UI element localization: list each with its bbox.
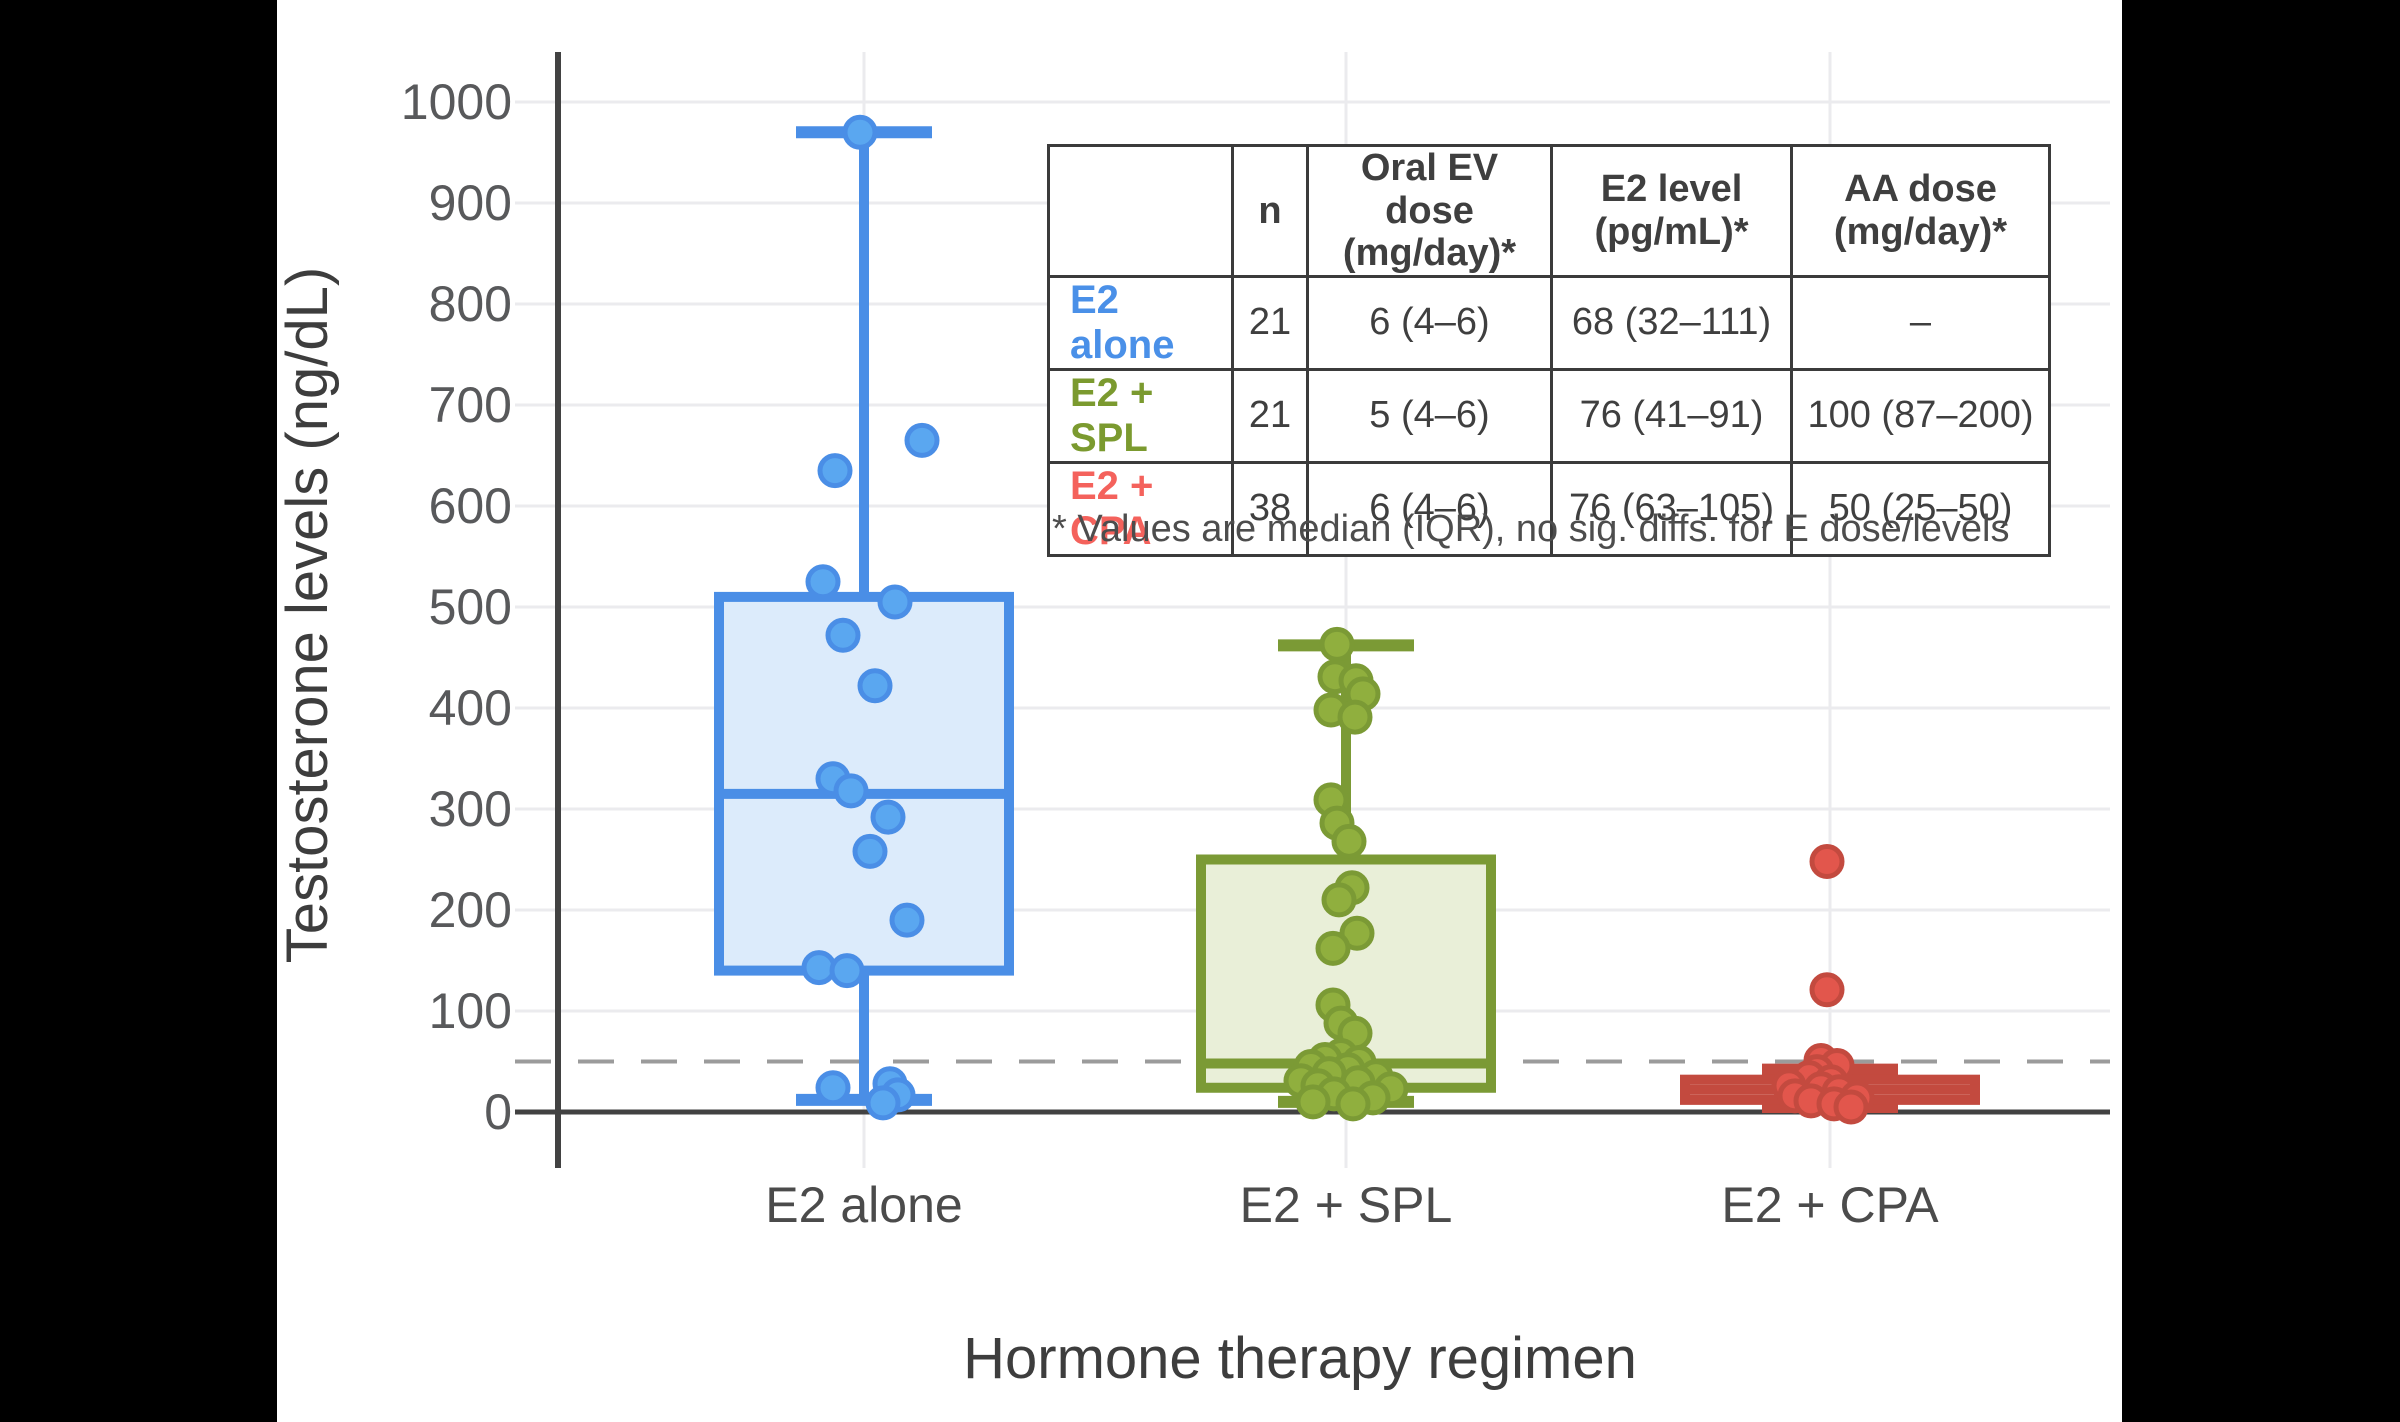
- jitter-point: [817, 453, 853, 489]
- x-category-label: E2 + CPA: [1721, 1177, 1939, 1233]
- jitter-point: [877, 584, 913, 620]
- x-axis-title: Hormone therapy regimen: [963, 1326, 1637, 1391]
- jitter-point: [833, 773, 869, 809]
- table-row: E2 + SPL 21 5 (4–6) 76 (41–91) 100 (87–2…: [1047, 367, 2051, 464]
- cell-ev-dose: 5 (4–6): [1306, 367, 1553, 464]
- cell-n: 21: [1231, 367, 1309, 464]
- cell-aa-dose: 50 (25–50): [1790, 460, 2051, 557]
- boxplot-layer: [714, 114, 1980, 1125]
- jitter-point: [1339, 915, 1375, 951]
- cell-ev-dose: 6 (4–6): [1306, 274, 1553, 371]
- table-row: E2 + CPA 38 6 (4–6) 76 (63–105) 50 (25–5…: [1047, 460, 2051, 557]
- jitter-point: [825, 617, 861, 653]
- y-tick-label: 1000: [401, 74, 512, 130]
- jitter-point: [865, 1085, 901, 1121]
- cell-e2-level: 76 (63–105): [1550, 460, 1793, 557]
- jitter-point: [1809, 972, 1845, 1008]
- box-group-e2-alone: [714, 114, 1014, 1121]
- row-label-e2-spl: E2 + SPL: [1047, 367, 1234, 464]
- cell-e2-level: 68 (32–111): [1550, 274, 1793, 371]
- table-footnote: * Values are median (IQR), no sig. diffs…: [1052, 508, 2010, 550]
- inset-stats-table: n Oral EV dose (mg/day)* E2 level (pg/mL…: [1047, 144, 2051, 557]
- axis-text-layer: 0 100 200 300 400 500 600 700 800 900 1000 E2 alone…: [401, 74, 1939, 1233]
- table-header-row: n Oral EV dose (mg/day)* E2 level (pg/mL…: [1047, 144, 2051, 278]
- jitter-point: [889, 902, 925, 938]
- y-axis-title: Testosterone levels (ng/dL): [275, 267, 340, 963]
- table-header-blank: [1047, 144, 1234, 278]
- jitter-point: [904, 422, 940, 458]
- jitter-point: [1335, 1086, 1371, 1122]
- y-tick-label: 600: [429, 478, 512, 534]
- table-header-n: n: [1231, 144, 1309, 278]
- y-tick-label: 300: [429, 781, 512, 837]
- box-group-e2-spl: [1196, 626, 1496, 1122]
- cell-e2-level: 76 (41–91): [1550, 367, 1793, 464]
- jitter-point: [1337, 699, 1373, 735]
- jitter-point: [805, 564, 841, 600]
- table-header-aa-dose: AA dose (mg/day)*: [1790, 144, 2051, 278]
- jitter-point: [1315, 930, 1351, 966]
- cell-n: 38: [1231, 460, 1309, 557]
- jitter-point: [842, 114, 878, 150]
- y-tick-label: 700: [429, 377, 512, 433]
- box-group-e2-cpa: [1680, 844, 1980, 1125]
- jitter-point: [1295, 1084, 1331, 1120]
- jitter-point: [1809, 844, 1845, 880]
- jitter-point: [801, 950, 837, 986]
- table-header-e2-level: E2 level (pg/mL)*: [1550, 144, 1793, 278]
- row-label-e2-alone: E2 alone: [1047, 274, 1234, 371]
- cell-ev-dose: 6 (4–6): [1306, 460, 1553, 557]
- jitter-point: [857, 668, 893, 704]
- jitter-point: [1321, 882, 1357, 918]
- jitter-point: [1833, 1089, 1869, 1125]
- y-tick-label: 400: [429, 680, 512, 736]
- row-label-e2-cpa: E2 + CPA: [1047, 460, 1234, 557]
- cell-aa-dose: –: [1790, 274, 2051, 371]
- y-tick-label: 800: [429, 276, 512, 332]
- jitter-point: [852, 833, 888, 869]
- jitter-point: [829, 953, 865, 989]
- jitter-point: [1319, 626, 1355, 662]
- y-tick-label: 500: [429, 579, 512, 635]
- jitter-point: [1331, 823, 1367, 859]
- cell-n: 21: [1231, 274, 1309, 371]
- y-tick-label: 200: [429, 882, 512, 938]
- y-tick-label: 0: [484, 1084, 512, 1140]
- jitter-point: [870, 799, 906, 835]
- cell-aa-dose: 100 (87–200): [1790, 367, 2051, 464]
- y-tick-label: 900: [429, 175, 512, 231]
- jitter-point: [815, 1070, 851, 1106]
- table-header-ev-dose: Oral EV dose (mg/day)*: [1306, 144, 1553, 278]
- x-category-label: E2 + SPL: [1240, 1177, 1453, 1233]
- y-tick-label: 100: [429, 983, 512, 1039]
- x-category-label: E2 alone: [765, 1177, 962, 1233]
- table-row: E2 alone 21 6 (4–6) 68 (32–111) –: [1047, 274, 2051, 371]
